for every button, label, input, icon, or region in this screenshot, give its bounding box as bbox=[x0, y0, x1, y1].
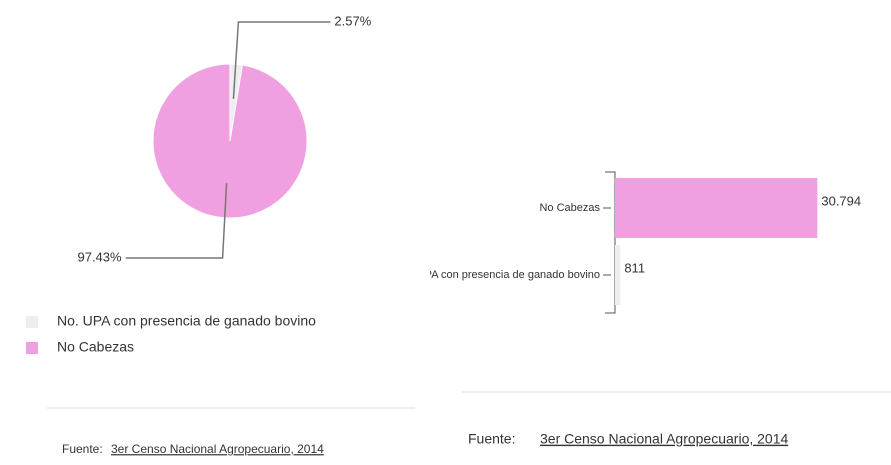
legend-swatch bbox=[26, 342, 38, 354]
category-label: No Cabezas bbox=[539, 202, 600, 214]
bar bbox=[615, 178, 818, 238]
category-label: No. UPA con presencia de ganado bovino bbox=[397, 269, 600, 281]
data-label: 97.43% bbox=[77, 249, 122, 264]
axis bbox=[605, 171, 616, 314]
source-prefix: Fuente: bbox=[468, 431, 515, 447]
source-prefix: Fuente: bbox=[62, 442, 103, 456]
leader-line bbox=[125, 183, 228, 259]
legend-label: No. UPA con presencia de ganado bovino bbox=[57, 313, 316, 329]
legend-swatch bbox=[26, 316, 38, 328]
bar bbox=[615, 245, 621, 305]
bar-chart: No Cabezas 30.794 No. UPA con presencia de… bbox=[397, 171, 861, 314]
source-link[interactable]: 3er Censo Nacional Agropecuario, 2014 bbox=[540, 431, 788, 447]
data-label: 811 bbox=[624, 260, 645, 275]
data-label: 30.794 bbox=[821, 193, 861, 208]
data-label: 2.57% bbox=[334, 13, 371, 28]
legend-label: No Cabezas bbox=[57, 339, 134, 355]
leader-line bbox=[232, 21, 331, 99]
source-link[interactable]: 3er Censo Nacional Agropecuario, 2014 bbox=[111, 442, 324, 456]
pie-slice bbox=[152, 63, 308, 219]
